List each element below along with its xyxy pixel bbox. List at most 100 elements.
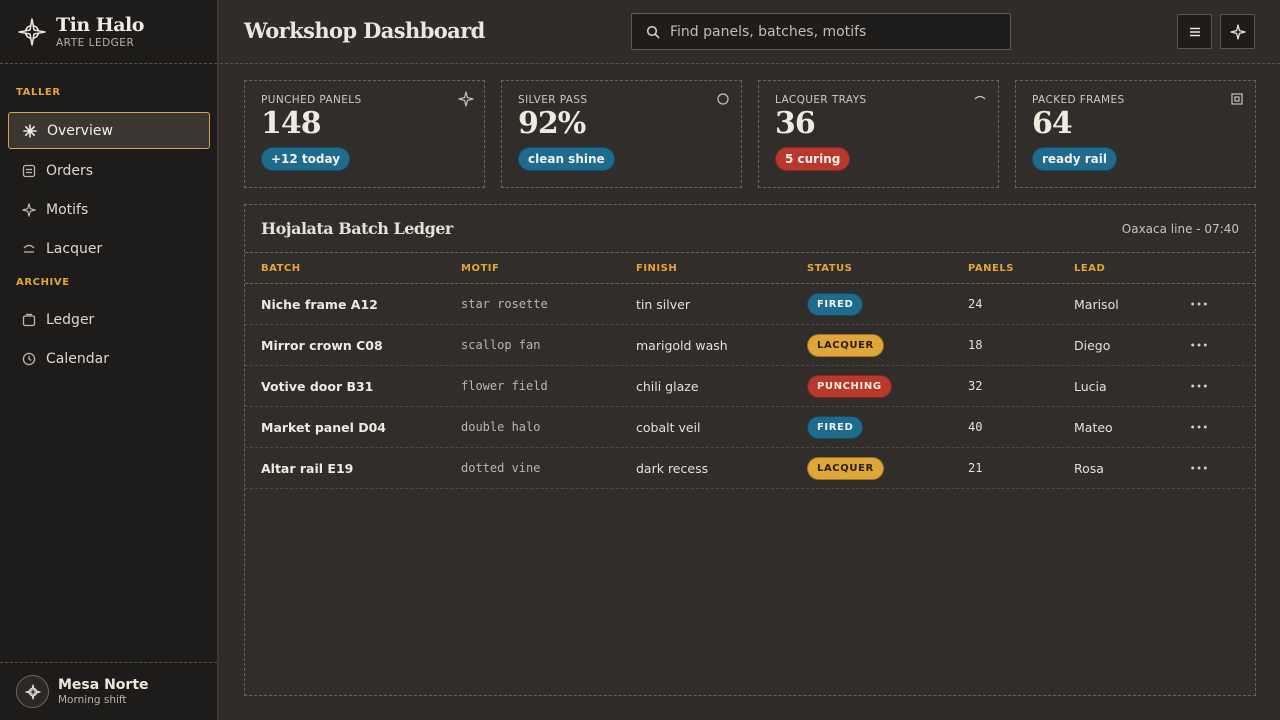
sidebar-item-calendar[interactable]: Calendar — [8, 340, 210, 377]
batch-cell: Votive door B31 — [261, 379, 374, 394]
stat-label: SILVER PASS — [518, 94, 588, 106]
top-bar: Workshop Dashboard — [220, 0, 1280, 64]
stat-badge: clean shine — [518, 147, 615, 171]
row-actions-button[interactable] — [1189, 335, 1209, 355]
finish-cell: dark recess — [636, 461, 709, 476]
more-icon — [1191, 384, 1207, 388]
motif-cell: flower field — [461, 379, 548, 393]
search-input[interactable] — [670, 23, 990, 40]
column-header-finish[interactable]: FINISH — [636, 263, 678, 274]
table-row[interactable]: Niche frame A12 star rosette tin silver FIR… — [245, 284, 1255, 325]
stat-value: 92% — [518, 106, 586, 141]
status-badge: FIRED — [807, 416, 864, 439]
finish-cell: cobalt veil — [636, 420, 701, 435]
panel-meta: Oaxaca line - 07:40 — [1121, 222, 1239, 236]
table-row[interactable]: Market panel D04 double halo cobalt veil FI… — [245, 407, 1255, 448]
panels-cell: 32 — [968, 379, 983, 393]
sidebar-item-label: Calendar — [46, 350, 109, 367]
stat-card-lacquer-trays[interactable]: LACQUER TRAYS 36 5 curing — [758, 80, 999, 188]
stat-label: LACQUER TRAYS — [775, 94, 867, 106]
table-body: Niche frame A12 star rosette tin silver FIR… — [245, 284, 1255, 489]
finish-cell: marigold wash — [636, 338, 728, 353]
table-header: BATCH MOTIF FINISH STATUS PANELS LEAD — [245, 253, 1255, 284]
folder-icon — [22, 313, 36, 327]
sidebar-item-ledger[interactable]: Ledger — [8, 301, 210, 338]
column-header-batch[interactable]: BATCH — [261, 263, 301, 274]
user-name: Mesa Norte — [58, 677, 149, 693]
stat-card-punched-panels[interactable]: PUNCHED PANELS 148 +12 today — [244, 80, 485, 188]
star-compass-icon — [18, 17, 46, 46]
avatar — [16, 675, 49, 708]
more-icon — [1191, 425, 1207, 429]
brand[interactable]: Tin Halo ARTE LEDGER — [0, 0, 217, 64]
more-icon — [1191, 302, 1207, 306]
batch-cell: Niche frame A12 — [261, 297, 378, 312]
clock-icon — [22, 352, 36, 366]
status-badge: FIRED — [807, 293, 864, 316]
batch-cell: Mirror crown C08 — [261, 338, 383, 353]
sidebar: Tin Halo ARTE LEDGER TALLER Overview Ord… — [0, 0, 219, 720]
search-icon — [646, 25, 660, 38]
box-icon — [1231, 93, 1243, 105]
section-label-archive: ARCHIVE — [16, 277, 70, 288]
circle-icon — [717, 93, 729, 105]
row-actions-button[interactable] — [1189, 376, 1209, 396]
table-row[interactable]: Altar rail E19 dotted vine dark recess LACQ… — [245, 448, 1255, 489]
row-actions-button[interactable] — [1189, 294, 1209, 314]
lead-cell: Marisol — [1074, 297, 1119, 312]
more-icon — [1191, 343, 1207, 347]
lead-cell: Rosa — [1074, 461, 1104, 476]
finish-cell: chili glaze — [636, 379, 699, 394]
sidebar-item-lacquer[interactable]: Lacquer — [8, 230, 210, 267]
panels-cell: 24 — [968, 297, 983, 311]
row-actions-button[interactable] — [1189, 417, 1209, 437]
panel-header: Hojalata Batch Ledger Oaxaca line - 07:4… — [245, 205, 1255, 253]
more-icon — [1191, 466, 1207, 470]
star-compass-icon — [24, 683, 41, 700]
sidebar-item-label: Lacquer — [46, 240, 103, 257]
lead-cell: Mateo — [1074, 420, 1113, 435]
stat-value: 64 — [1032, 106, 1073, 141]
motif-cell: scallop fan — [461, 338, 541, 352]
panels-cell: 18 — [968, 338, 983, 352]
column-header-status[interactable]: STATUS — [807, 263, 853, 274]
batch-ledger-panel: Hojalata Batch Ledger Oaxaca line - 07:4… — [244, 204, 1256, 696]
brand-title: Tin Halo — [56, 13, 144, 36]
sparkle-icon — [1229, 23, 1246, 40]
column-header-panels[interactable]: PANELS — [968, 263, 1014, 274]
lead-cell: Diego — [1074, 338, 1111, 353]
arc-icon — [974, 95, 986, 100]
stat-value: 148 — [261, 106, 322, 141]
finish-cell: tin silver — [636, 297, 690, 312]
sidebar-item-orders[interactable]: Orders — [8, 152, 210, 189]
column-header-motif[interactable]: MOTIF — [461, 263, 500, 274]
star-icon — [22, 202, 36, 217]
stat-card-packed-frames[interactable]: PACKED FRAMES 64 ready rail — [1015, 80, 1256, 188]
column-header-lead[interactable]: LEAD — [1074, 263, 1106, 274]
stat-card-silver-pass[interactable]: SILVER PASS 92% clean shine — [501, 80, 742, 188]
table-row[interactable]: Votive door B31 flower field chili glaze PU… — [245, 366, 1255, 407]
row-actions-button[interactable] — [1189, 458, 1209, 478]
motif-cell: double halo — [461, 420, 541, 434]
sparkle-icon — [458, 91, 474, 107]
stat-badge: 5 curing — [775, 147, 851, 171]
status-badge: LACQUER — [807, 334, 884, 357]
stat-badge: +12 today — [261, 147, 351, 171]
page-title: Workshop Dashboard — [244, 18, 485, 43]
menu-button[interactable] — [1177, 14, 1212, 49]
panel-title: Hojalata Batch Ledger — [261, 219, 453, 238]
user-profile[interactable]: Mesa Norte Morning shift — [0, 662, 217, 720]
stat-badge: ready rail — [1032, 147, 1117, 171]
asterisk-icon — [23, 123, 37, 138]
stat-label: PUNCHED PANELS — [261, 94, 362, 106]
sidebar-item-overview[interactable]: Overview — [8, 112, 210, 149]
stat-value: 36 — [775, 106, 816, 141]
table-row[interactable]: Mirror crown C08 scallop fan marigold wash… — [245, 325, 1255, 366]
batch-cell: Altar rail E19 — [261, 461, 354, 476]
sparkle-button[interactable] — [1220, 14, 1255, 49]
search-box[interactable] — [631, 13, 1011, 50]
menu-icon — [1189, 27, 1200, 36]
sidebar-item-motifs[interactable]: Motifs — [8, 191, 210, 228]
status-badge: LACQUER — [807, 457, 884, 480]
user-shift: Morning shift — [58, 694, 127, 706]
